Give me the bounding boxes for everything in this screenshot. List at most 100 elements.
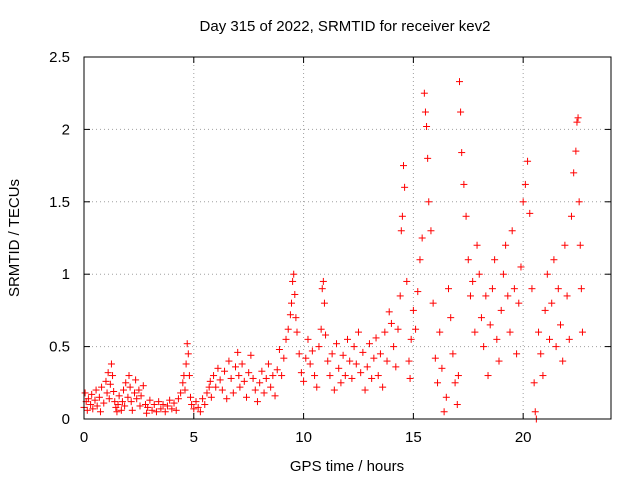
- data-point: [203, 389, 211, 397]
- data-point: [471, 328, 479, 336]
- data-point: [506, 328, 514, 336]
- data-point: [88, 390, 96, 398]
- data-point: [114, 401, 122, 409]
- data-point: [407, 335, 415, 343]
- data-point: [236, 383, 244, 391]
- data-point: [431, 354, 439, 362]
- data-point: [406, 374, 414, 382]
- data-point: [122, 379, 130, 387]
- data-point: [565, 335, 573, 343]
- data-point: [387, 319, 395, 327]
- data-point: [136, 402, 144, 410]
- data-point: [499, 270, 507, 278]
- data-point: [289, 277, 297, 285]
- data-point: [288, 299, 296, 307]
- data-point: [131, 389, 139, 397]
- data-point: [480, 343, 488, 351]
- data-point: [458, 149, 466, 157]
- data-point: [104, 369, 112, 377]
- data-point: [308, 347, 316, 355]
- data-point: [482, 292, 490, 300]
- data-point: [365, 340, 373, 348]
- data-point: [473, 241, 481, 249]
- data-point: [420, 89, 428, 97]
- data-point: [315, 343, 323, 351]
- data-point: [106, 380, 114, 388]
- data-point: [170, 399, 178, 407]
- data-point: [172, 406, 180, 414]
- data-point: [453, 401, 461, 409]
- data-point: [567, 212, 575, 220]
- data-point: [155, 398, 163, 406]
- x-tick-label: 10: [295, 429, 312, 446]
- data-point: [258, 367, 266, 375]
- data-point: [293, 328, 301, 336]
- data-point: [125, 372, 133, 380]
- data-point: [168, 405, 176, 413]
- data-point: [207, 393, 215, 401]
- data-point: [275, 345, 283, 353]
- data-point: [554, 285, 562, 293]
- data-point: [434, 379, 442, 387]
- data-point: [161, 408, 169, 416]
- data-point: [227, 374, 235, 382]
- data-point: [100, 399, 108, 407]
- data-point: [363, 363, 371, 371]
- data-point: [421, 108, 429, 116]
- data-point: [132, 376, 140, 384]
- data-point: [354, 328, 362, 336]
- grid-lines: [84, 57, 611, 419]
- data-point: [466, 292, 474, 300]
- data-point: [493, 335, 501, 343]
- data-point: [548, 299, 556, 307]
- data-point: [179, 379, 187, 387]
- data-point: [267, 383, 275, 391]
- data-point: [181, 386, 189, 394]
- data-point: [103, 389, 111, 397]
- data-point: [370, 354, 378, 362]
- data-point: [117, 406, 125, 414]
- data-point: [337, 379, 345, 387]
- data-point: [95, 393, 103, 401]
- data-point: [344, 335, 351, 343]
- data-point: [292, 314, 300, 322]
- data-point: [157, 405, 165, 413]
- data-point: [89, 405, 97, 413]
- data-point: [280, 354, 288, 362]
- data-point: [454, 372, 462, 380]
- data-point: [546, 335, 554, 343]
- data-point: [109, 372, 117, 380]
- data-point: [251, 386, 259, 394]
- data-point: [210, 372, 218, 380]
- data-point: [152, 408, 160, 416]
- data-point: [418, 234, 426, 242]
- data-point: [235, 372, 243, 380]
- data-point: [550, 256, 558, 264]
- data-point: [163, 402, 171, 410]
- data-point: [102, 377, 110, 385]
- data-point: [271, 392, 279, 400]
- data-point: [188, 401, 196, 409]
- data-point: [341, 372, 349, 380]
- data-point: [424, 154, 432, 162]
- data-point: [247, 351, 255, 359]
- data-point: [126, 383, 134, 391]
- data-point: [214, 364, 222, 372]
- data-point: [319, 277, 327, 285]
- data-point: [282, 335, 290, 343]
- data-point: [313, 383, 321, 391]
- y-tick-label: 1.5: [49, 194, 70, 211]
- data-point: [273, 366, 281, 374]
- data-point: [381, 328, 389, 336]
- data-point: [240, 377, 248, 385]
- data-point: [573, 118, 581, 126]
- data-point: [578, 328, 586, 336]
- data-point: [460, 180, 468, 188]
- data-point: [515, 299, 523, 307]
- data-point: [256, 379, 264, 387]
- data-point: [328, 350, 336, 358]
- data-point: [392, 363, 400, 371]
- axis-ticks: 0 5 10 15 20 0 0.5 1 1.5 2 2.5: [49, 49, 611, 446]
- y-tick-label: 0.5: [49, 339, 70, 356]
- y-axis-label: SRMTID / TECUs: [6, 179, 23, 297]
